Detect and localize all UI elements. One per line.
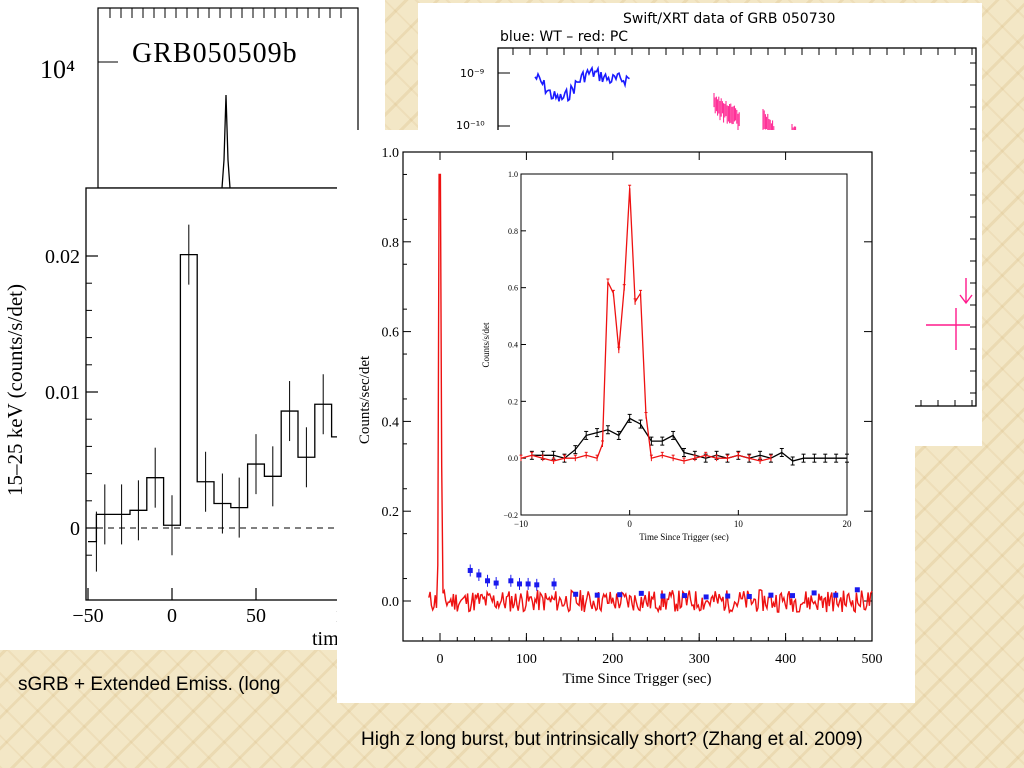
inset-black-series [531, 417, 847, 462]
inset-y-tick-label: 0.2 [508, 397, 518, 406]
inset-y-axis-label: Counts/s/det [481, 322, 491, 368]
inset-x-axis-label: Time Since Trigger (sec) [639, 532, 728, 542]
main-blue-point [833, 592, 839, 598]
inset-y-tick-label: −0.2 [503, 511, 518, 520]
caption-right: High z long burst, but intrinsically sho… [361, 729, 863, 750]
y-tick-label: 0.0 [382, 595, 400, 610]
main-blue-point [768, 592, 774, 598]
y-tick-label: 0.8 [382, 236, 400, 251]
main-blue-point [617, 592, 623, 598]
inset-x-tick-label: −10 [514, 519, 529, 529]
x-tick-label: −50 [72, 605, 103, 627]
main-blue-point [854, 587, 860, 593]
inset-y-tick-label: 0.0 [508, 454, 518, 463]
y-axis-label: 15–25 keV (counts/s/det) [3, 284, 27, 496]
y-axis-label: Counts/sec/det [357, 355, 373, 444]
x-tick-label: 200 [602, 652, 623, 667]
y-tick-label: 10⁻⁹ [460, 67, 484, 80]
inset-y-tick-label: 0.6 [508, 284, 518, 293]
caption-left: sGRB + Extended Emiss. (long [18, 674, 281, 695]
inset-y-tick-label: 0.8 [508, 227, 518, 236]
upper-y-tick-label: 10⁴ [40, 55, 75, 84]
main-blue-point [790, 593, 796, 599]
x-axis-label: tim [312, 628, 339, 650]
x-tick-label: 500 [862, 652, 883, 667]
x-axis-label: Time Since Trigger (sec) [562, 671, 711, 687]
inset-x-tick-label: 10 [734, 519, 744, 529]
x-tick-label: 0 [437, 652, 444, 667]
chart-subtitle: blue: WT – red: PC [500, 29, 628, 45]
main-blue-point [746, 594, 752, 600]
upper-spike [221, 94, 231, 189]
y-tick-label: 1.0 [382, 146, 400, 161]
chart-title: GRB050509b [132, 38, 298, 69]
main-blue-point [725, 593, 731, 599]
x-tick-label: 50 [246, 605, 266, 627]
main-blue-point [703, 594, 709, 600]
main-blue-point [811, 590, 817, 596]
y-tick-label: 0.6 [382, 326, 400, 341]
main-blue-point [638, 590, 644, 596]
x-tick-label: 300 [689, 652, 710, 667]
upper-limit-arrowhead [959, 294, 973, 305]
main-blue-point [682, 593, 688, 599]
y-tick-label: 0.02 [45, 246, 80, 268]
x-tick-label: 0 [167, 605, 177, 627]
y-tick-label: 10⁻¹⁰ [456, 119, 485, 132]
lower-panel-frame [85, 187, 385, 601]
main-red-series [428, 173, 873, 614]
chart-title: Swift/XRT data of GRB 050730 [623, 11, 835, 27]
inset-y-tick-label: 0.4 [508, 341, 518, 350]
inset-x-tick-label: 20 [843, 519, 853, 529]
x-tick-label: 100 [516, 652, 537, 667]
y-tick-label: 0.2 [382, 505, 400, 520]
y-tick-label: 0 [70, 518, 80, 540]
y-tick-label: 0.01 [45, 382, 80, 404]
y-tick-label: 0.4 [382, 415, 400, 430]
inset-y-tick-label: 1.0 [508, 170, 518, 179]
main-blue-point [573, 591, 579, 597]
wt-series [534, 65, 630, 103]
main-blue-point [660, 593, 666, 599]
chart-main-panel: 0.0 0.2 0.4 0.6 0.8 1.0 0 100 200 300 400 500 Time S… [337, 130, 915, 703]
inset-x-tick-label: 0 [627, 519, 632, 529]
x-tick-label: 400 [775, 652, 796, 667]
main-blue-point [594, 592, 600, 598]
